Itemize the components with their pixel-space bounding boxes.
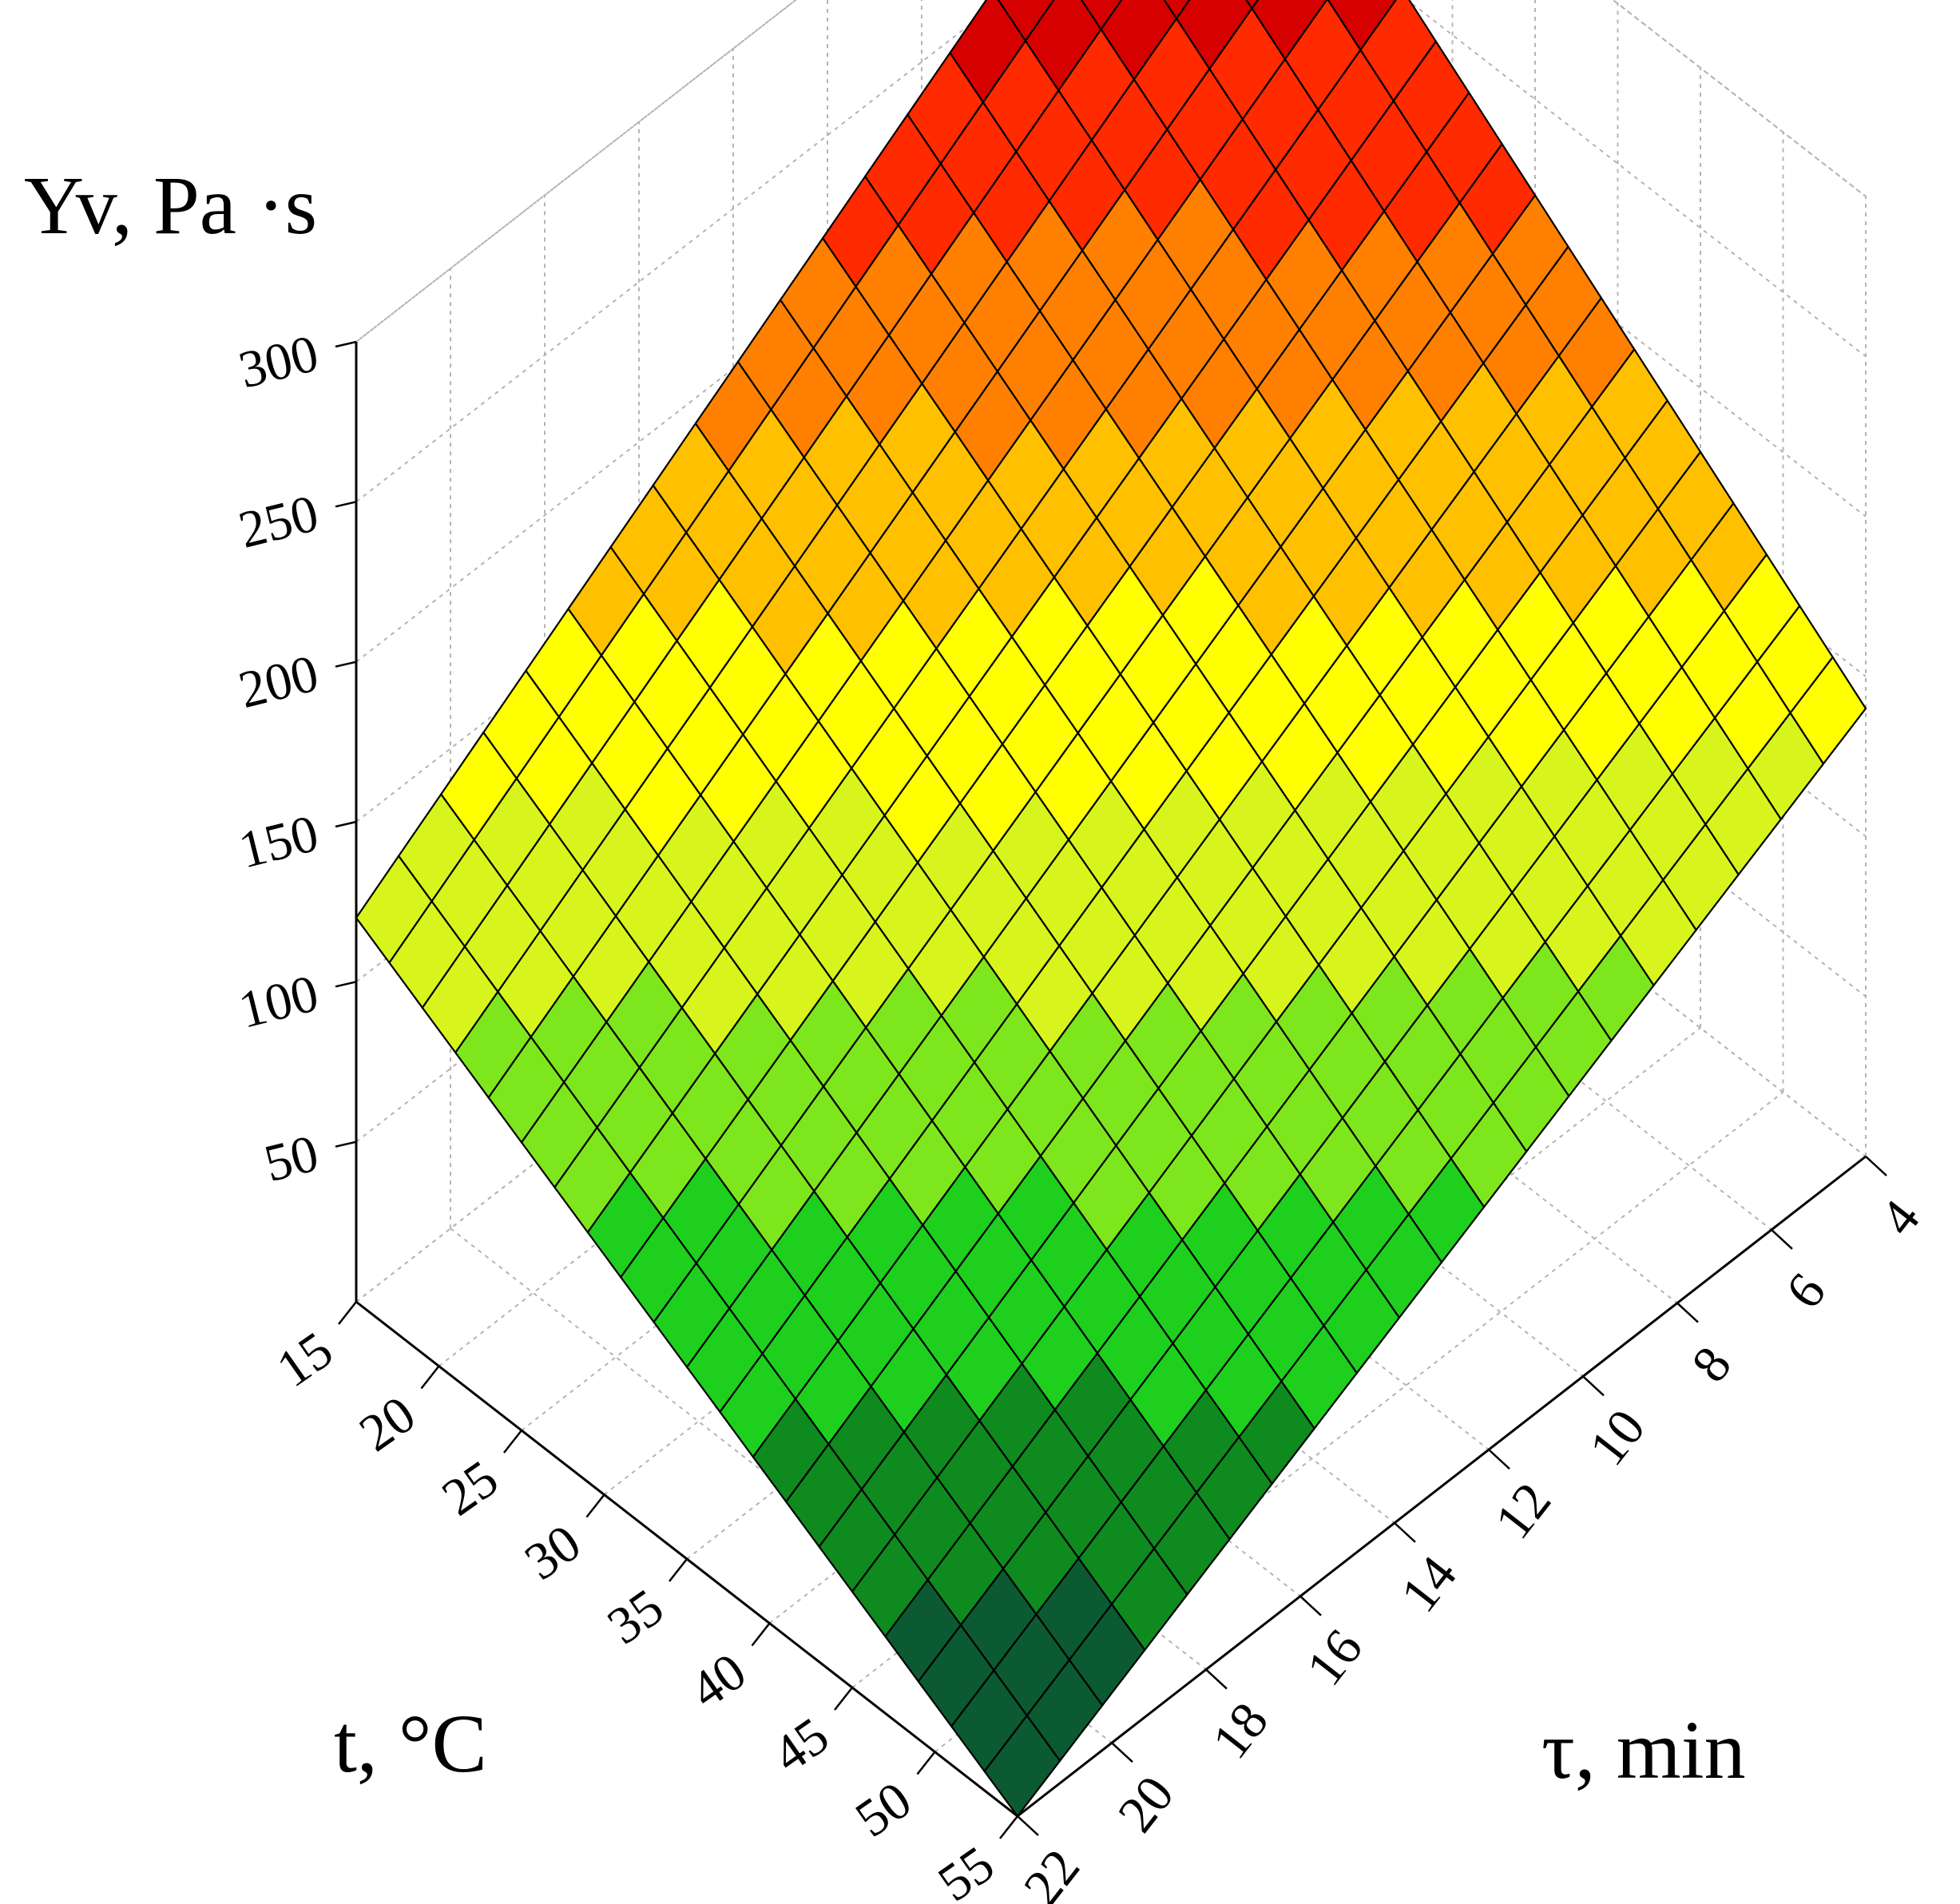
y-tick-label: 16 [1295, 1619, 1374, 1696]
x-tick-label: 35 [597, 1578, 674, 1656]
x-tick-label: 55 [928, 1835, 1005, 1904]
x-tick-label: 30 [514, 1513, 591, 1592]
x-tick-mark [420, 1365, 440, 1390]
x-tick-mark [916, 1751, 936, 1775]
z-tick-mark [335, 501, 357, 508]
x-tick-mark [669, 1558, 688, 1582]
x-tick-label: 25 [432, 1450, 509, 1528]
z-tick-mark [335, 820, 357, 828]
y-axis-line [1017, 1155, 1867, 1818]
z-tick-label: 150 [233, 804, 324, 880]
response-surface [355, 0, 1867, 1818]
y-tick-mark [1299, 1595, 1322, 1616]
x-axis-title: t, °C [334, 1698, 487, 1790]
y-tick-label: 4 [1869, 1189, 1931, 1246]
y-tick-mark [1582, 1375, 1605, 1397]
y-tick-mark [1111, 1742, 1133, 1763]
y-tick-mark [1488, 1449, 1510, 1470]
z-tick-label: 100 [233, 964, 324, 1040]
y-tick-label: 14 [1390, 1545, 1468, 1623]
z-tick-label: 50 [259, 1124, 324, 1193]
x-tick-mark [834, 1687, 853, 1711]
y-tick-mark [1676, 1302, 1699, 1323]
x-tick-label: 50 [845, 1771, 922, 1849]
y-tick-label: 20 [1107, 1765, 1185, 1843]
z-tick-mark [335, 660, 357, 668]
grid-line [355, 0, 797, 343]
y-tick-label: 10 [1578, 1399, 1656, 1477]
y-axis-title: τ, min [1541, 1704, 1746, 1796]
x-tick-mark [503, 1430, 522, 1454]
z-tick-label: 250 [233, 484, 324, 560]
z-tick-mark [335, 981, 357, 988]
y-tick-label: 6 [1775, 1263, 1837, 1319]
x-tick-mark [585, 1493, 605, 1518]
x-tick-mark [338, 1301, 357, 1325]
y-tick-label: 12 [1484, 1472, 1562, 1549]
grid-line [355, 0, 1003, 503]
y-tick-mark [1394, 1521, 1416, 1543]
x-tick-label: 45 [763, 1707, 839, 1785]
y-tick-mark [1865, 1156, 1887, 1176]
x-tick-mark [999, 1815, 1018, 1839]
y-tick-mark [1205, 1668, 1228, 1690]
y-tick-label: 8 [1680, 1336, 1743, 1393]
z-tick-label: 200 [233, 644, 324, 720]
surface-cell [1245, 0, 1260, 10]
x-tick-label: 15 [267, 1321, 343, 1399]
y-tick-mark [1771, 1228, 1793, 1250]
surface-cell [355, 854, 433, 965]
z-tick-mark [335, 340, 357, 348]
y-tick-label: 18 [1201, 1692, 1280, 1770]
y-tick-label: 22 [1013, 1839, 1091, 1904]
z-tick-label: 300 [233, 324, 324, 400]
x-tick-mark [751, 1622, 771, 1647]
x-tick-label: 20 [349, 1385, 426, 1463]
z-tick-mark [335, 1140, 357, 1148]
x-tick-label: 40 [680, 1642, 756, 1720]
y-tick-mark [1017, 1815, 1039, 1836]
z-axis-title: Yv, Pa ·s [24, 160, 317, 252]
